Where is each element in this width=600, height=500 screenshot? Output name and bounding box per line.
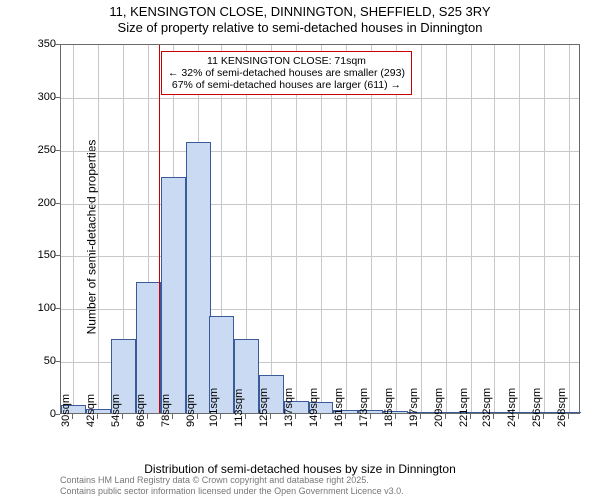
y-tick-label: 50: [6, 355, 56, 367]
x-tick-mark: [295, 414, 296, 419]
title-line-1: 11, KENSINGTON CLOSE, DINNINGTON, SHEFFI…: [0, 4, 600, 20]
annotation-line-3: 67% of semi-detached houses are larger (…: [168, 79, 405, 91]
y-tick-mark: [55, 150, 60, 151]
annotation-line-1: 11 KENSINGTON CLOSE: 71sqm: [168, 55, 405, 67]
gridline-v: [371, 45, 372, 413]
y-tick-label: 0: [6, 408, 56, 420]
gridline-h: [61, 256, 579, 257]
histogram-bar: [186, 142, 211, 413]
gridline-v: [271, 45, 272, 413]
y-tick-mark: [55, 97, 60, 98]
gridline-v: [544, 45, 545, 413]
x-tick-mark: [97, 414, 98, 419]
y-tick-mark: [55, 361, 60, 362]
gridline-v: [321, 45, 322, 413]
x-tick-mark: [147, 414, 148, 419]
y-tick-label: 150: [6, 249, 56, 261]
x-tick-mark: [122, 414, 123, 419]
gridline-v: [396, 45, 397, 413]
title-line-2: Size of property relative to semi-detach…: [0, 20, 600, 36]
chart-title: 11, KENSINGTON CLOSE, DINNINGTON, SHEFFI…: [0, 4, 600, 36]
footer-line-1: Contains HM Land Registry data © Crown c…: [60, 475, 404, 486]
gridline-h: [61, 151, 579, 152]
x-tick-mark: [320, 414, 321, 419]
x-tick-mark: [270, 414, 271, 419]
gridline-v: [421, 45, 422, 413]
x-tick-mark: [245, 414, 246, 419]
chart-container: { "title": { "line1": "11, KENSINGTON CL…: [0, 0, 600, 500]
annotation-line-2: ← 32% of semi-detached houses are smalle…: [168, 67, 405, 79]
x-tick-mark: [370, 414, 371, 419]
footer-line-2: Contains public sector information licen…: [60, 486, 404, 497]
annotation-box: 11 KENSINGTON CLOSE: 71sqm ← 32% of semi…: [161, 51, 412, 95]
gridline-v: [346, 45, 347, 413]
gridline-v: [73, 45, 74, 413]
x-axis-label: Distribution of semi-detached houses by …: [0, 462, 600, 476]
y-tick-label: 350: [6, 38, 56, 50]
gridline-v: [519, 45, 520, 413]
x-tick-mark: [72, 414, 73, 419]
histogram-bar: [161, 177, 186, 413]
gridline-v: [569, 45, 570, 413]
gridline-v: [446, 45, 447, 413]
gridline-v: [296, 45, 297, 413]
gridline-h: [61, 204, 579, 205]
gridline-h: [61, 98, 579, 99]
y-tick-mark: [55, 44, 60, 45]
y-tick-label: 250: [6, 144, 56, 156]
y-tick-mark: [55, 308, 60, 309]
y-tick-label: 200: [6, 197, 56, 209]
x-tick-mark: [220, 414, 221, 419]
x-tick-mark: [345, 414, 346, 419]
y-tick-mark: [55, 203, 60, 204]
gridline-v: [471, 45, 472, 413]
x-tick-mark: [172, 414, 173, 419]
gridline-v: [98, 45, 99, 413]
x-tick-mark: [395, 414, 396, 419]
x-tick-mark: [197, 414, 198, 419]
footer: Contains HM Land Registry data © Crown c…: [60, 475, 404, 497]
plot-area: 11 KENSINGTON CLOSE: 71sqm ← 32% of semi…: [60, 44, 580, 414]
y-tick-mark: [55, 255, 60, 256]
marker-line: [159, 45, 160, 413]
y-tick-label: 300: [6, 91, 56, 103]
gridline-v: [494, 45, 495, 413]
y-tick-label: 100: [6, 302, 56, 314]
